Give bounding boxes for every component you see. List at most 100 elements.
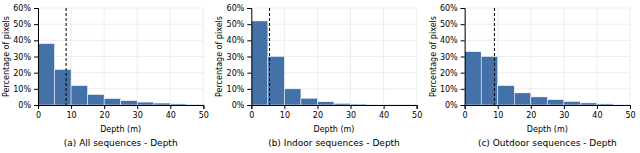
tick: 40%	[13, 36, 38, 45]
tick-mark	[531, 105, 532, 109]
x-axis-title: Depth (m)	[314, 125, 355, 134]
tick-label: 50%	[440, 20, 458, 29]
tick: 30%	[227, 53, 252, 62]
bar	[301, 98, 318, 105]
grid-line	[38, 24, 203, 25]
tick-label: 30	[346, 111, 356, 120]
tick: 0%	[232, 101, 252, 110]
tick-label: 10	[493, 111, 503, 120]
grid-line	[38, 56, 203, 57]
panel: 010203040500%10%20%30%40%50%60%Depth (m)…	[2, 4, 209, 148]
grid	[465, 8, 630, 105]
tick-label: 40	[166, 111, 176, 120]
tick-label: 50	[625, 111, 635, 120]
tick: 20%	[13, 69, 38, 78]
tick-mark	[34, 24, 38, 25]
tick-label: 30	[133, 111, 143, 120]
x-axis-title: Depth (m)	[527, 125, 568, 134]
bar	[71, 86, 88, 105]
grid-line	[251, 8, 416, 9]
tick-mark	[461, 8, 465, 9]
chart-title: (c) Outdoor sequences - Depth	[478, 138, 617, 148]
tick-mark	[247, 73, 251, 74]
tick-label: 10	[280, 111, 290, 120]
tick-label: 20%	[440, 69, 458, 78]
bar	[187, 104, 204, 105]
reference-line	[66, 8, 67, 105]
tick: 60%	[227, 4, 252, 13]
bar	[170, 104, 187, 105]
bar	[481, 57, 498, 106]
tick: 30	[133, 105, 143, 120]
tick-mark	[34, 105, 38, 106]
tick: 20	[100, 105, 110, 120]
tick: 50	[412, 105, 422, 120]
x-axis: 01020304050	[249, 105, 422, 120]
bar	[154, 103, 171, 105]
grid	[38, 8, 203, 105]
tick-label: 50	[412, 111, 422, 120]
tick: 10%	[227, 85, 252, 94]
tick-label: 30%	[440, 53, 458, 62]
tick-label: 0	[36, 111, 41, 120]
tick: 10	[493, 105, 503, 120]
tick: 60%	[13, 4, 38, 13]
tick-mark	[461, 40, 465, 41]
tick: 20%	[227, 69, 252, 78]
tick-label: 0%	[18, 101, 31, 110]
bar	[38, 44, 55, 105]
grid	[251, 8, 416, 105]
tick: 20	[526, 105, 536, 120]
plot-area	[38, 8, 203, 105]
bar	[367, 104, 384, 105]
tick-mark	[247, 24, 251, 25]
tick-mark	[461, 57, 465, 58]
tick: 60%	[440, 4, 465, 13]
chart-title: (b) Indoor sequences - Depth	[268, 138, 400, 148]
tick-label: 60%	[227, 4, 245, 13]
figure: 0 10 20 30 40 50 0% 10% 20% 30% 40% 50% 60% Depth (m)…	[0, 0, 640, 153]
tick-mark	[34, 73, 38, 74]
bar	[465, 52, 482, 105]
tick-label: 50%	[227, 20, 245, 29]
tick-mark	[498, 105, 499, 109]
y-axis-title: Percentage of pixels	[429, 16, 438, 97]
tick-mark	[34, 57, 38, 58]
tick-mark	[71, 105, 72, 109]
tick: 50%	[440, 20, 465, 29]
bar	[334, 103, 351, 105]
bar	[55, 69, 72, 105]
tick-mark	[34, 8, 38, 9]
x-axis: 0 10 20 30 40 50	[36, 105, 209, 120]
tick-mark	[317, 105, 318, 109]
panel: 010203040500%10%20%30%40%50%60%Depth (m)…	[429, 4, 636, 148]
tick: 40	[379, 105, 389, 120]
bar	[514, 93, 531, 105]
tick: 0%	[18, 101, 38, 110]
tick: 30%	[13, 53, 38, 62]
tick-mark	[417, 105, 418, 109]
bar	[547, 100, 564, 105]
y-axis: 0% 10% 20% 30% 40% 50% 60%	[227, 4, 252, 110]
grid-line	[465, 24, 630, 25]
x-axis-title: Depth (m)	[100, 125, 141, 134]
tick-label: 50	[199, 111, 209, 120]
axis-line	[247, 9, 252, 106]
tick-mark	[461, 89, 465, 90]
tick: 30%	[440, 53, 465, 62]
tick: 0	[36, 105, 41, 120]
bar	[580, 103, 597, 105]
tick-mark	[34, 89, 38, 90]
tick: 40%	[227, 36, 252, 45]
tick-mark	[461, 73, 465, 74]
tick-mark	[247, 40, 251, 41]
tick-label: 40%	[227, 36, 245, 45]
tick-mark	[34, 40, 38, 41]
tick-mark	[247, 89, 251, 90]
bar	[268, 57, 285, 106]
tick-mark	[461, 105, 465, 106]
x-axis: 01020304050	[463, 105, 636, 120]
bar	[251, 21, 268, 105]
tick-mark	[203, 105, 204, 109]
tick-label: 10	[66, 111, 76, 120]
